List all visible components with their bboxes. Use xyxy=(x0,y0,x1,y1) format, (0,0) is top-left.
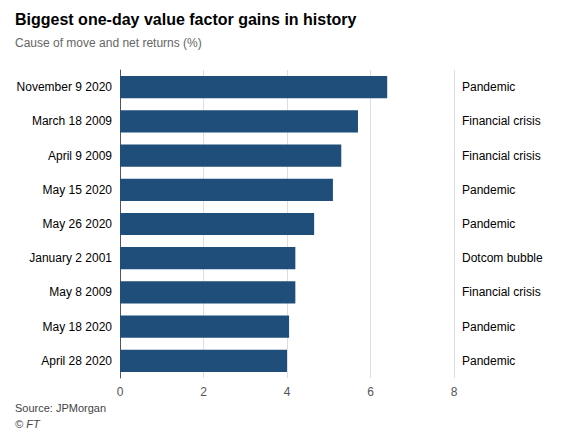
svg-text:Financial crisis: Financial crisis xyxy=(462,149,541,163)
svg-text:May 15 2020: May 15 2020 xyxy=(43,183,113,197)
svg-text:May 8 2009: May 8 2009 xyxy=(49,285,112,299)
svg-text:4: 4 xyxy=(284,385,291,399)
svg-text:April 9 2009: April 9 2009 xyxy=(48,149,112,163)
svg-text:Source: JPMorgan: Source: JPMorgan xyxy=(15,402,106,414)
svg-text:2: 2 xyxy=(200,385,207,399)
svg-text:April 28 2020: April 28 2020 xyxy=(41,354,112,368)
svg-text:Dotcom bubble: Dotcom bubble xyxy=(462,251,543,265)
svg-text:Cause of move and net returns: Cause of move and net returns (%) xyxy=(15,36,202,50)
svg-text:Financial crisis: Financial crisis xyxy=(462,285,541,299)
svg-text:January 2 2001: January 2 2001 xyxy=(29,251,112,265)
svg-text:May 26 2020: May 26 2020 xyxy=(43,217,113,231)
svg-text:Financial crisis: Financial crisis xyxy=(462,114,541,128)
svg-text:March 18 2009: March 18 2009 xyxy=(32,114,112,128)
svg-text:Pandemic: Pandemic xyxy=(462,217,515,231)
svg-text:Pandemic: Pandemic xyxy=(462,320,515,334)
svg-text:Pandemic: Pandemic xyxy=(462,183,515,197)
svg-text:6: 6 xyxy=(367,385,374,399)
svg-text:8: 8 xyxy=(451,385,458,399)
svg-text:Biggest one-day value factor g: Biggest one-day value factor gains in hi… xyxy=(15,11,357,28)
svg-text:November 9 2020: November 9 2020 xyxy=(17,80,113,94)
svg-text:0: 0 xyxy=(117,385,124,399)
svg-text:Pandemic: Pandemic xyxy=(462,80,515,94)
svg-text:May 18 2020: May 18 2020 xyxy=(43,320,113,334)
svg-text:Pandemic: Pandemic xyxy=(462,354,515,368)
svg-text:© FT: © FT xyxy=(15,418,41,430)
